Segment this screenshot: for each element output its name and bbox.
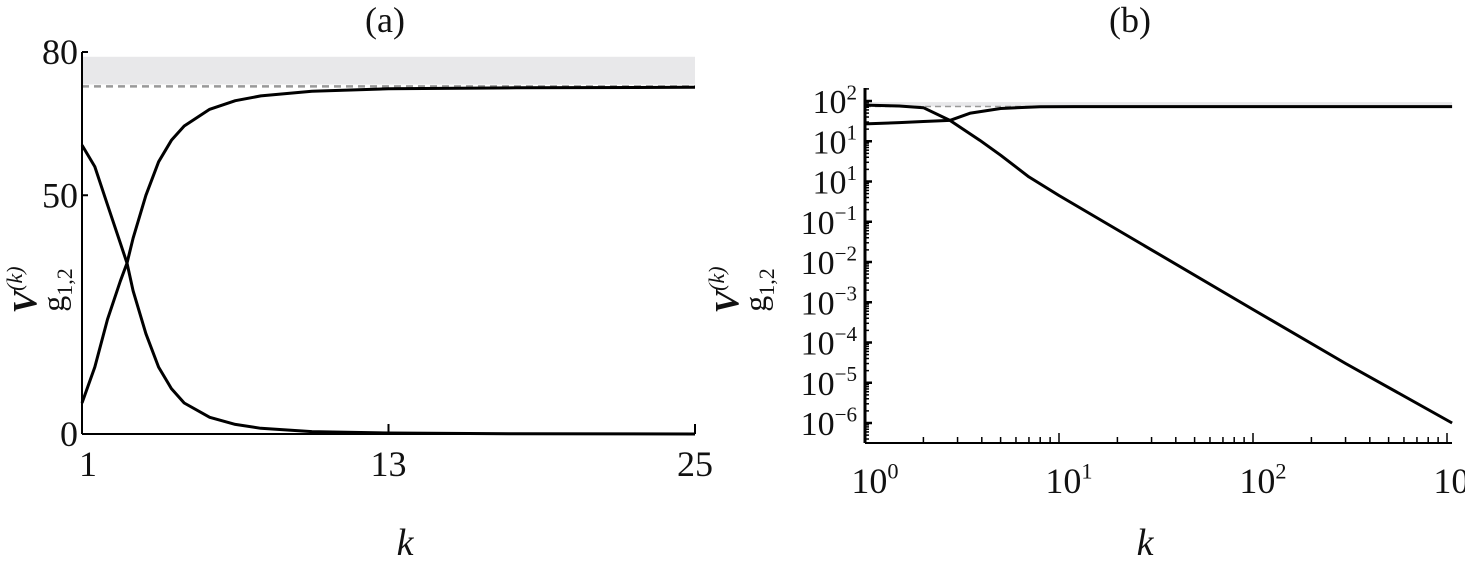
- tick-label-base: 10: [812, 165, 846, 202]
- b-x-tick-label: 102: [1239, 459, 1286, 501]
- b-panel-label: (b): [1109, 0, 1151, 40]
- b-y-tick-label: 10−5: [801, 362, 857, 403]
- y-label-subscript: g1,2: [737, 268, 779, 312]
- tick-label-exponent: −3: [835, 282, 857, 306]
- tick-label-exponent: 2: [1275, 459, 1286, 484]
- a-x-tick-label: 13: [371, 444, 407, 484]
- a-x-tick-label: 25: [677, 444, 713, 484]
- tick-label-exponent: 2: [846, 80, 857, 104]
- y-label-symbol: V: [709, 289, 746, 314]
- tick-label-exponent: 1: [846, 121, 857, 145]
- a-series-2-line: [80, 144, 696, 436]
- b-y-tick-label: 10−6: [801, 402, 857, 443]
- b-shaded-band: [865, 102, 1452, 107]
- b-y-tick-label: 10−2: [801, 241, 857, 282]
- y-label-main: V(k): [704, 266, 746, 313]
- tick-label-base: 10: [1433, 461, 1465, 501]
- tick-label-base: 10: [1045, 461, 1081, 501]
- b-x-tick-label: 101: [1045, 459, 1092, 501]
- tick-label-base: 10: [812, 84, 846, 121]
- b-y-tick-label: 101: [812, 161, 857, 202]
- tick-label-exponent: −1: [835, 201, 857, 225]
- a-y-tick-label: 80: [42, 32, 78, 72]
- y-label-symbol: V: [7, 289, 44, 314]
- tick-label-exponent: −5: [835, 362, 857, 386]
- tick-label-exponent: −2: [835, 241, 857, 265]
- a-panel-label: (a): [365, 0, 405, 40]
- b-x-axis-label: k: [1137, 522, 1155, 564]
- tick-label-base: 10: [801, 366, 835, 403]
- b-series-1-line: [864, 105, 1453, 126]
- tick-label-exponent: 1: [846, 161, 857, 185]
- tick-label-exponent: 0: [887, 459, 898, 484]
- b-x-tick-label: 103: [1433, 459, 1465, 501]
- b-x-tick-label: 100: [851, 459, 898, 501]
- b-y-tick-label: 10−3: [801, 282, 857, 323]
- tick-label-base: 10: [801, 285, 835, 322]
- tick-label-exponent: 1: [1081, 459, 1092, 484]
- b-y-tick-label: 102: [812, 80, 857, 121]
- a-y-tick-label: 50: [42, 175, 78, 215]
- y-label-sub-index: 1,2: [754, 268, 779, 296]
- tick-label-base: 10: [812, 124, 846, 161]
- tick-label-exponent: −6: [835, 402, 857, 426]
- b-y-tick-label: 101: [812, 121, 857, 162]
- a-y-tick-label: 0: [60, 414, 78, 454]
- b-series-2-line: [864, 103, 1453, 425]
- b-y-tick-label: 10−1: [801, 201, 857, 242]
- y-label-subscript: g1,2: [35, 268, 77, 312]
- y-label-sub-index: 1,2: [52, 268, 77, 296]
- tick-label-base: 10: [801, 406, 835, 443]
- y-label-sub-symbol: g: [35, 296, 71, 312]
- a-shaded-band: [82, 56, 695, 85]
- a-x-tick-label: 1: [79, 444, 97, 484]
- tick-label-base: 10: [801, 245, 835, 282]
- y-label-main: V(k): [2, 266, 44, 313]
- y-label-superscript: (k): [704, 266, 729, 290]
- b-y-axis-label: V(k)g1,2: [704, 266, 779, 313]
- tick-label-base: 10: [1239, 461, 1275, 501]
- a-x-axis-label: k: [397, 522, 415, 564]
- y-label-sub-symbol: g: [737, 296, 773, 312]
- a-y-axis-label: V(k)g1,2: [2, 266, 77, 313]
- tick-label-base: 10: [801, 205, 835, 242]
- tick-label-base: 10: [801, 326, 835, 363]
- tick-label-exponent: −4: [835, 322, 858, 346]
- a-series-1-line: [80, 85, 696, 404]
- b-y-tick-label: 10−4: [801, 322, 858, 363]
- y-label-superscript: (k): [2, 266, 27, 290]
- tick-label-base: 10: [851, 461, 887, 501]
